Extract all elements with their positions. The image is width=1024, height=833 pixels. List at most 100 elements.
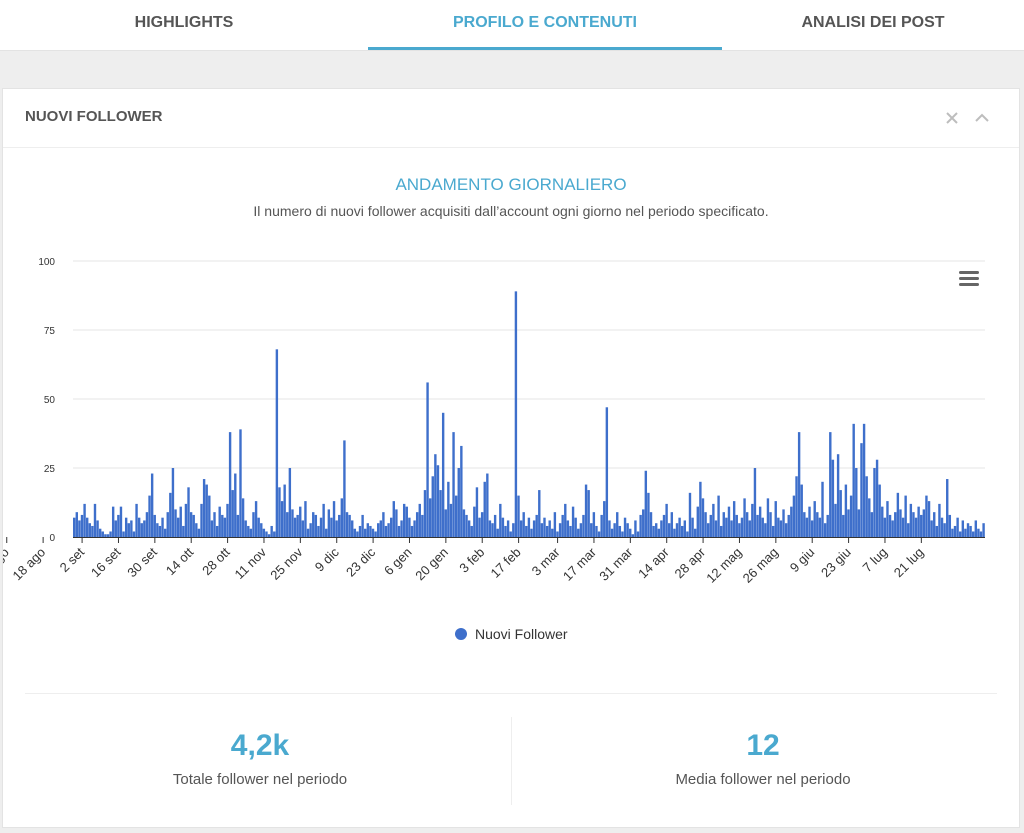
bar[interactable] [288, 468, 292, 537]
bar[interactable] [338, 514, 341, 537]
bar[interactable] [327, 509, 331, 537]
bar[interactable] [691, 517, 694, 537]
bar[interactable] [73, 517, 76, 537]
bar[interactable] [234, 473, 237, 537]
bar[interactable] [831, 459, 835, 537]
bar[interactable] [519, 520, 523, 537]
bar[interactable] [725, 517, 728, 537]
bar[interactable] [935, 525, 939, 537]
bar[interactable] [504, 525, 507, 537]
bar[interactable] [377, 523, 380, 537]
bar[interactable] [441, 412, 445, 537]
bar[interactable] [109, 531, 112, 537]
bar[interactable] [610, 528, 614, 537]
bar[interactable] [301, 520, 305, 537]
bar[interactable] [439, 490, 442, 537]
bar[interactable] [930, 520, 933, 537]
bar[interactable] [309, 523, 312, 537]
bar[interactable] [374, 531, 377, 537]
bar[interactable] [470, 525, 473, 537]
bar[interactable] [122, 531, 125, 537]
bar[interactable] [868, 498, 871, 537]
bar[interactable] [415, 512, 419, 537]
bar[interactable] [501, 517, 505, 537]
bar[interactable] [496, 528, 499, 537]
bar[interactable] [358, 525, 362, 537]
bar[interactable] [904, 495, 907, 537]
bar[interactable] [972, 531, 975, 537]
tab-analisi-dei-post[interactable]: ANALISI DEI POST [801, 14, 945, 31]
bar[interactable] [940, 517, 944, 537]
bar[interactable] [132, 531, 136, 537]
bar[interactable] [275, 349, 279, 537]
bar[interactable] [304, 501, 307, 537]
bar[interactable] [870, 512, 874, 537]
bar[interactable] [226, 503, 229, 537]
bar[interactable] [205, 484, 208, 537]
bar[interactable] [335, 520, 338, 537]
bar[interactable] [745, 512, 749, 537]
bar[interactable] [410, 525, 414, 537]
bar[interactable] [857, 509, 861, 537]
bar[interactable] [221, 514, 224, 537]
bar[interactable] [727, 506, 731, 537]
bar[interactable] [465, 514, 468, 537]
bar[interactable] [325, 528, 328, 537]
bar[interactable] [964, 528, 967, 537]
bar[interactable] [158, 525, 162, 537]
bar[interactable] [579, 523, 583, 537]
bar[interactable] [364, 528, 367, 537]
bar[interactable] [397, 525, 401, 537]
bar[interactable] [452, 432, 455, 537]
bar[interactable] [621, 531, 624, 537]
bar[interactable] [262, 528, 266, 537]
bar[interactable] [730, 520, 733, 537]
bar[interactable] [361, 514, 364, 537]
bar[interactable] [813, 501, 816, 537]
bar[interactable] [384, 525, 388, 537]
bar[interactable] [283, 484, 286, 537]
bar[interactable] [933, 512, 936, 537]
bar[interactable] [951, 528, 954, 537]
bar[interactable] [891, 520, 894, 537]
bar[interactable] [265, 531, 268, 537]
bar[interactable] [649, 512, 653, 537]
bar[interactable] [909, 503, 913, 537]
bar[interactable] [771, 525, 775, 537]
bar[interactable] [130, 520, 133, 537]
bar[interactable] [124, 517, 128, 537]
bar[interactable] [75, 512, 78, 537]
bar[interactable] [457, 468, 460, 537]
bar[interactable] [241, 498, 245, 537]
bar[interactable] [506, 520, 510, 537]
bar[interactable] [623, 517, 627, 537]
bar[interactable] [862, 423, 866, 537]
bar[interactable] [101, 531, 104, 537]
bar[interactable] [332, 501, 336, 537]
bar[interactable] [982, 523, 985, 537]
bar[interactable] [756, 514, 759, 537]
bar[interactable] [467, 520, 471, 537]
bar[interactable] [938, 503, 941, 537]
bar[interactable] [551, 528, 554, 537]
bar[interactable] [400, 520, 403, 537]
bar[interactable] [753, 468, 757, 537]
bar[interactable] [706, 523, 710, 537]
bar[interactable] [493, 514, 497, 537]
bar[interactable] [486, 473, 489, 537]
bar[interactable] [894, 512, 897, 537]
bar[interactable] [356, 531, 359, 537]
bar[interactable] [704, 512, 707, 537]
bar[interactable] [816, 512, 819, 537]
bar[interactable] [881, 506, 884, 537]
bar[interactable] [896, 492, 900, 537]
bar[interactable] [865, 476, 868, 537]
bar[interactable] [98, 528, 102, 537]
bar[interactable] [766, 498, 770, 537]
bar[interactable] [527, 517, 531, 537]
bar[interactable] [699, 481, 702, 537]
bar[interactable] [719, 525, 723, 537]
bar[interactable] [647, 492, 650, 537]
tab-profilo-e-contenuti[interactable]: PROFILO E CONTENUTI [368, 0, 722, 50]
bar[interactable] [431, 476, 434, 537]
